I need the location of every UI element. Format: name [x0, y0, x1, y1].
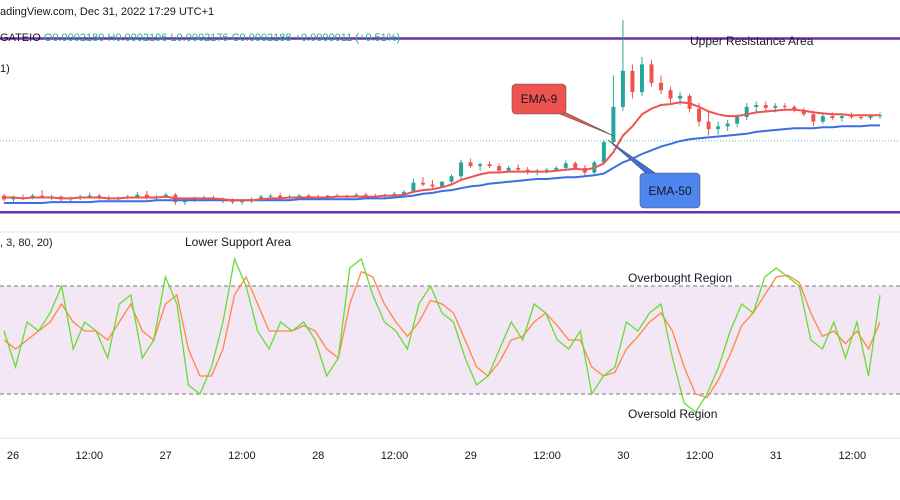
candle-body [487, 164, 492, 167]
time-axis: 26 12:00 27 12:00 28 12:00 29 12:00 30 12:00 31 12:… [7, 450, 866, 462]
candle-body [449, 176, 454, 182]
candle-body [563, 163, 568, 168]
stochastic-band [0, 286, 900, 394]
time-tick-label: 27 [159, 450, 171, 462]
candle-body [735, 117, 740, 124]
candle-body [811, 114, 816, 122]
chart-source-line: adingView.com, Dec 31, 2022 17:29 UTC+1 [0, 6, 215, 18]
symbol-name: GATEIO [0, 32, 41, 44]
candle-body [839, 116, 844, 118]
candle-body [420, 182, 425, 185]
candle-body [668, 90, 673, 99]
price-pane: Upper Resistance Area EMA-9 EMA-50 [0, 20, 900, 214]
candle-body [554, 167, 559, 170]
candle-body [230, 201, 235, 203]
candle-body [630, 70, 635, 93]
candle-body [297, 195, 302, 197]
time-tick-label: 12:00 [839, 450, 867, 462]
stoch-pane-tag: , 3, 80, 20) [0, 237, 53, 249]
candle-body [639, 64, 644, 93]
time-tick-label: 12:00 [686, 450, 714, 462]
candle-body [763, 105, 768, 108]
candle-body [849, 116, 854, 118]
stoch-d-line [3, 270, 881, 399]
ohlc-values: O0.0002180 H0.0002196 L0.0002176 C0.0002… [43, 32, 401, 44]
candle-body [773, 105, 778, 108]
candle-body [306, 195, 311, 197]
overbought-label: Overbought Region [628, 271, 732, 285]
candle-body [601, 142, 606, 163]
candle-body [620, 70, 625, 107]
candle-body [706, 121, 711, 130]
candle-body [516, 167, 521, 170]
candle-body [363, 194, 368, 196]
candle-body [240, 201, 245, 203]
candle-body [392, 193, 397, 195]
candle-body [497, 166, 502, 171]
time-tick-label: 29 [465, 450, 477, 462]
time-tick-label: 12:00 [381, 450, 409, 462]
candle-body [440, 181, 444, 187]
candle-body [573, 163, 578, 168]
candle-body [135, 194, 140, 197]
candle-body [697, 108, 702, 122]
time-tick-label: 12:00 [533, 450, 561, 462]
time-tick-label: 28 [312, 450, 324, 462]
candle-body [858, 117, 863, 119]
candle-body [659, 82, 663, 91]
ema50-callout-box [639, 172, 701, 209]
candle-body [278, 195, 283, 198]
candle-body [468, 162, 473, 167]
time-tick-label: 31 [770, 450, 782, 462]
symbol-line: GATEIO O0.0002180 H0.0002196 L0.0002176 … [0, 32, 400, 44]
candle-body [544, 169, 549, 171]
time-tick-label: 12:00 [228, 450, 256, 462]
candle-body [754, 105, 759, 107]
candle-body [430, 184, 435, 187]
candle-body [649, 64, 654, 83]
candle-body [744, 106, 749, 118]
candle-body [478, 164, 483, 167]
candle-body [716, 126, 721, 130]
candle-body [801, 110, 806, 115]
candle-body [411, 182, 416, 192]
candle-body [354, 194, 359, 196]
stochastic-pane: Lower Support Area Overbought Region Ove… [0, 235, 900, 421]
time-tick-label: 30 [617, 450, 629, 462]
ema50-callout: EMA-50 [607, 139, 701, 209]
candle-body [268, 195, 273, 197]
candle-body [725, 123, 730, 127]
ema9-line [4, 101, 880, 202]
ema9-callout-box [511, 83, 567, 115]
time-tick-label: 26 [7, 450, 19, 462]
candle-body [259, 196, 264, 200]
candle-body [868, 116, 873, 118]
time-tick-label: 12:00 [76, 450, 104, 462]
stoch-k-line [3, 256, 881, 413]
candle-body [87, 195, 92, 197]
ema50-line [4, 124, 880, 204]
candle-body [611, 106, 616, 143]
upper-resistance-label: Upper Resistance Area [690, 34, 814, 48]
lower-support-label: Lower Support Area [185, 235, 291, 249]
ema9-callout: EMA-9 [511, 83, 615, 137]
candle-body [678, 95, 683, 99]
oversold-label: Oversold Region [628, 407, 717, 421]
ema9-callout-label: EMA-9 [521, 92, 558, 106]
candle-body [506, 167, 511, 171]
candle-body [401, 191, 406, 194]
ema50-callout-label: EMA-50 [648, 184, 692, 198]
candle-body [830, 116, 835, 118]
price-pane-tag: 1) [0, 63, 10, 75]
candle-body [459, 162, 464, 177]
candle-body [820, 116, 825, 122]
candle-body [782, 105, 787, 107]
